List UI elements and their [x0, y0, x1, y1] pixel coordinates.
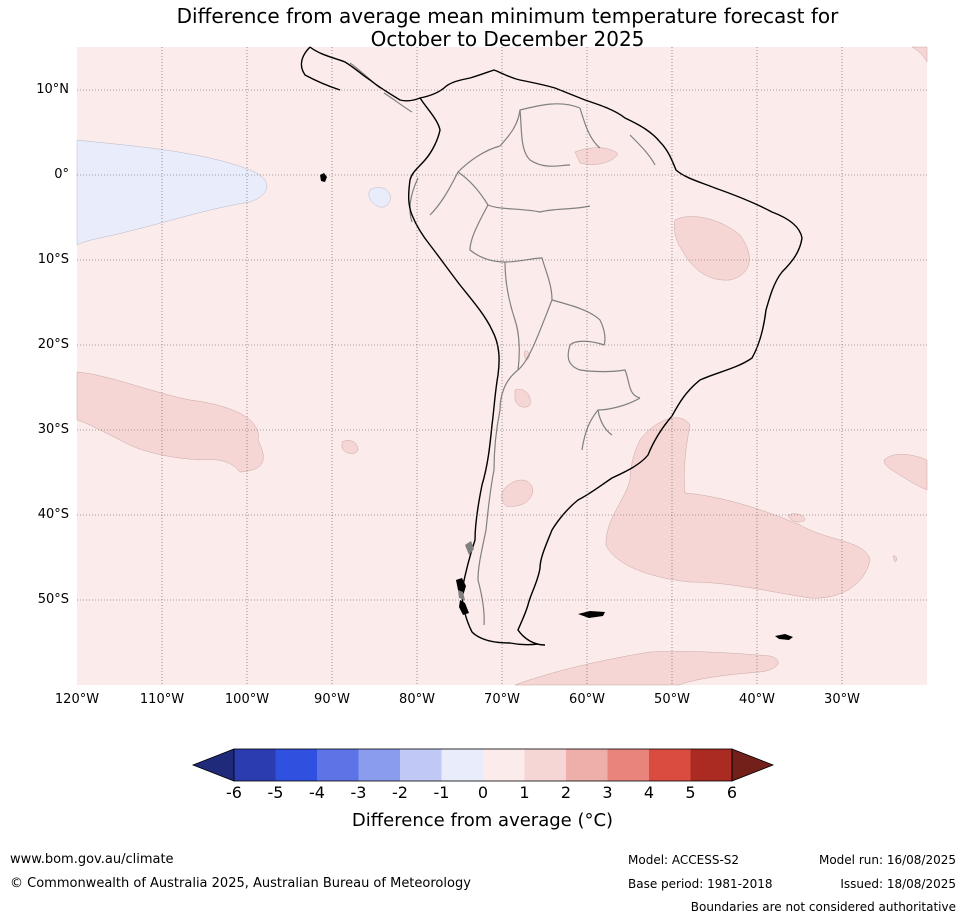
anomaly-regions-positive [76, 46, 928, 686]
colorbar [191, 748, 775, 782]
colorbar-tick: 1 [519, 783, 530, 802]
anomaly-region-negative [76, 139, 268, 246]
footer-model: Model: ACCESS-S2 [628, 853, 740, 867]
colorbar-tick: -5 [267, 783, 284, 802]
colorbar-tick: 4 [643, 783, 655, 802]
colorbar-tick: -2 [392, 783, 408, 802]
lat-label-0: 0° [54, 167, 69, 182]
lon-label-30w: 30°W [824, 692, 860, 707]
graticule [77, 47, 927, 685]
lon-label-70w: 70°W [484, 692, 520, 707]
footer-model-run: Model run: 16/08/2025 [818, 853, 956, 867]
lon-label-110w: 110°W [139, 692, 185, 707]
colorbar-tick: 6 [726, 783, 738, 802]
lon-label-40w: 40°W [739, 692, 775, 707]
lon-label-50w: 50°W [654, 692, 690, 707]
footer-url: www.bom.gov.au/climate [10, 852, 174, 867]
colorbar-tick: 2 [560, 783, 572, 802]
colorbar-tick: -1 [433, 783, 450, 802]
country-boundaries [349, 62, 656, 626]
footer-issued: Issued: 18/08/2025 [840, 877, 956, 891]
colorbar-tick: 5 [685, 783, 696, 802]
colorbar-label: Difference from average (°C) [351, 810, 614, 831]
lon-label-60w: 60°W [569, 692, 605, 707]
lon-label-90w: 90°W [314, 692, 350, 707]
colorbar-tick: 3 [602, 783, 613, 802]
lat-label-40s: 40°S [37, 507, 69, 522]
islands [320, 173, 793, 640]
lat-label-50s: 50°S [37, 592, 69, 607]
anomaly-region-negative-small [368, 187, 391, 208]
chart-title-line1: Difference from average mean minimum tem… [176, 4, 839, 28]
colorbar-tick: -4 [309, 783, 325, 802]
footer-base-period: Base period: 1981-2018 [628, 877, 773, 891]
lon-label-80w: 80°W [399, 692, 435, 707]
footer-copyright: © Commonwealth of Australia 2025, Austra… [10, 876, 471, 891]
lat-label-10n: 10°N [36, 82, 69, 97]
lat-label-30s: 30°S [37, 422, 69, 437]
lat-label-20s: 20°S [37, 337, 69, 352]
colorbar-tick: 0 [477, 783, 489, 802]
island-fill [458, 541, 474, 600]
lon-label-100w: 100°W [224, 692, 270, 707]
colorbar-tick: -3 [350, 783, 367, 802]
lat-label-10s: 10°S [37, 252, 69, 267]
chart-title-line2: October to December 2025 [370, 27, 645, 51]
lon-label-120w: 120°W [54, 692, 100, 707]
colorbar-tick: -6 [226, 783, 242, 802]
footer-disclaimer: Boundaries are not considered authoritat… [690, 900, 956, 914]
